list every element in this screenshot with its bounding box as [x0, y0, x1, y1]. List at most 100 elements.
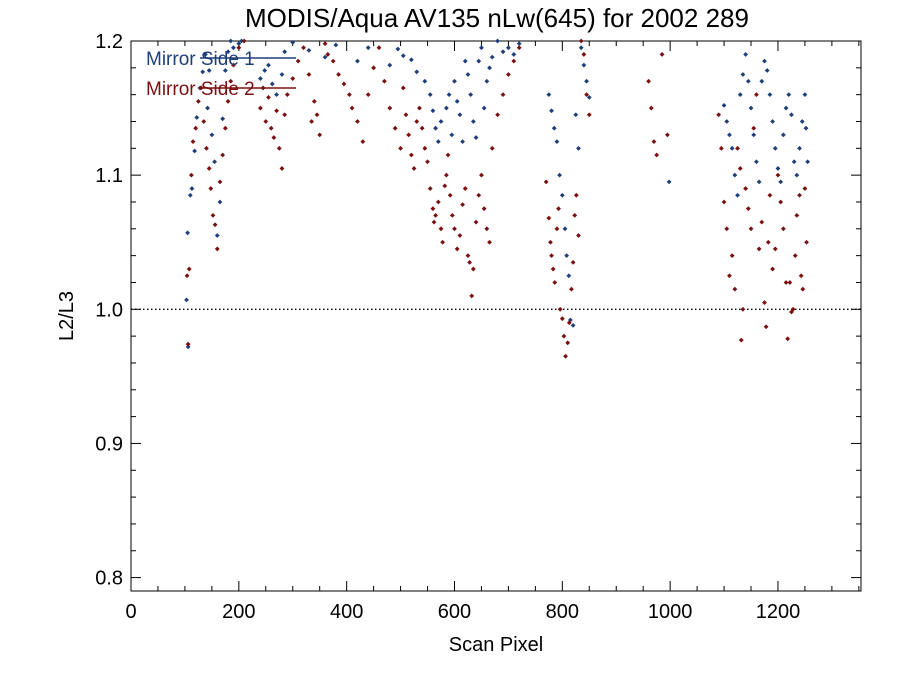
data-point — [767, 92, 773, 98]
data-point — [406, 132, 412, 138]
data-point — [433, 212, 439, 218]
data-point — [646, 78, 651, 84]
data-point — [803, 125, 809, 131]
data-point — [408, 152, 414, 158]
data-point — [425, 159, 430, 165]
data-point — [556, 206, 561, 212]
data-point — [548, 239, 553, 245]
data-point — [395, 46, 401, 52]
data-point — [462, 58, 468, 64]
data-point — [355, 58, 360, 64]
data-point — [745, 78, 751, 84]
data-point — [408, 57, 414, 63]
data-point — [659, 52, 665, 57]
data-point — [442, 183, 448, 189]
data-point — [274, 92, 279, 98]
data-point — [433, 125, 439, 131]
data-point — [775, 166, 781, 171]
data-point — [452, 78, 457, 84]
data-point — [284, 92, 290, 98]
y-axis-title: L2/L3 — [56, 291, 78, 341]
data-point — [802, 186, 808, 191]
data-point — [206, 166, 212, 171]
data-point — [751, 132, 757, 138]
data-point — [745, 206, 751, 212]
data-point — [511, 58, 517, 64]
data-point — [756, 179, 762, 185]
data-point — [271, 135, 277, 140]
data-point — [721, 199, 727, 205]
data-point — [798, 273, 804, 279]
data-point — [470, 119, 476, 124]
data-point — [759, 219, 765, 225]
data-point — [422, 78, 428, 84]
data-point — [743, 186, 749, 191]
data-point — [489, 54, 495, 60]
data-point — [581, 52, 587, 57]
data-point — [422, 145, 428, 151]
data-point — [400, 85, 406, 91]
data-point — [584, 78, 589, 84]
data-point — [800, 286, 806, 292]
data-point — [470, 266, 476, 272]
data-point — [306, 72, 312, 77]
data-point — [387, 105, 393, 111]
data-point — [336, 72, 341, 77]
data-point — [317, 132, 323, 138]
data-point — [346, 92, 352, 98]
data-point — [457, 233, 463, 238]
data-point — [325, 52, 331, 57]
data-point — [341, 81, 347, 87]
data-point — [268, 125, 274, 131]
data-point — [737, 166, 743, 171]
data-point — [516, 41, 522, 47]
data-point — [231, 62, 236, 68]
data-point — [454, 98, 460, 104]
data-point — [217, 179, 223, 185]
data-point — [792, 253, 798, 259]
data-point — [449, 132, 455, 138]
data-point — [365, 92, 371, 98]
data-point — [371, 65, 377, 71]
data-point — [740, 306, 746, 312]
data-point — [195, 98, 201, 104]
data-point — [566, 320, 572, 326]
data-point — [724, 226, 730, 232]
data-point — [200, 69, 206, 75]
data-point — [487, 239, 492, 245]
data-point — [212, 159, 217, 165]
data-point — [716, 112, 722, 118]
data-point — [799, 119, 805, 124]
legend-label: Mirror Side 1 — [146, 49, 255, 70]
data-point — [194, 115, 200, 120]
data-point — [214, 246, 220, 252]
data-point — [549, 108, 554, 114]
data-point — [430, 206, 436, 212]
data-point — [759, 78, 765, 84]
data-point — [500, 92, 506, 98]
data-points — [184, 38, 811, 359]
data-point — [764, 68, 770, 73]
data-point — [772, 246, 778, 252]
data-point — [214, 233, 220, 238]
data-point — [269, 81, 275, 87]
data-point — [756, 246, 762, 252]
data-point — [564, 253, 570, 259]
data-point — [192, 148, 198, 154]
data-point — [438, 119, 444, 124]
data-point — [578, 45, 584, 51]
data-point — [190, 139, 196, 145]
data-point — [208, 186, 214, 191]
data-point — [457, 112, 463, 118]
data-point — [314, 112, 320, 118]
data-point — [306, 47, 312, 53]
data-point — [563, 353, 568, 359]
data-point — [500, 49, 506, 55]
data-point — [204, 145, 209, 151]
data-point — [765, 239, 771, 245]
data-point — [554, 226, 560, 232]
data-point — [487, 65, 492, 71]
data-point — [735, 192, 740, 198]
data-point — [790, 306, 796, 312]
data-point — [729, 253, 735, 259]
